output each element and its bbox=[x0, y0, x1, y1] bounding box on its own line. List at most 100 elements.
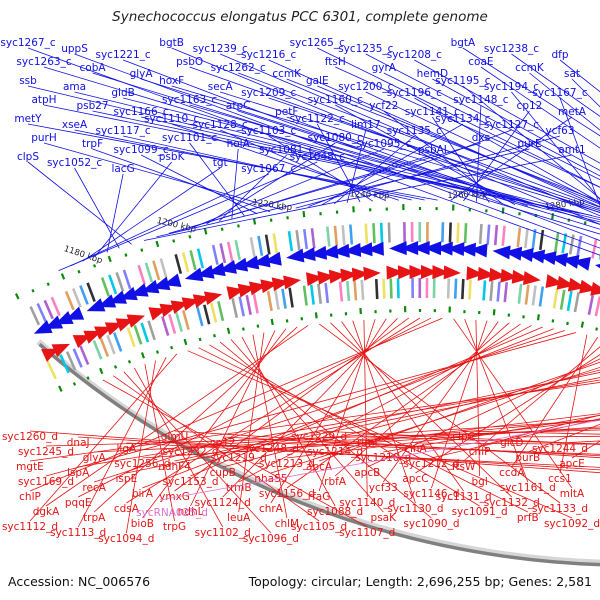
gene-leader-line bbox=[222, 369, 600, 468]
gene-leader-line bbox=[171, 123, 399, 201]
feature-block bbox=[168, 314, 177, 334]
gene-leader-line bbox=[365, 53, 600, 177]
forward-gene-arrow bbox=[308, 245, 328, 260]
gene-label: syc1128_c bbox=[193, 119, 248, 131]
gene-label: syc1127_c bbox=[484, 119, 539, 131]
gene-leader-line bbox=[218, 154, 288, 222]
gene-label: syc1194_c bbox=[484, 81, 539, 93]
feature-block bbox=[463, 223, 468, 244]
gene-label: syc1153_d bbox=[162, 476, 218, 488]
gene-label: dgkA bbox=[33, 506, 60, 518]
forward-gene-arrow bbox=[503, 246, 523, 261]
reverse-gene-arrow bbox=[590, 281, 600, 296]
gene-leader-line bbox=[134, 367, 224, 528]
gene-label: syc1052_c bbox=[47, 157, 102, 169]
gene-leader-line bbox=[45, 325, 309, 507]
gene-label: trpF bbox=[82, 138, 103, 150]
ruler-tick-inner bbox=[114, 365, 118, 369]
feature-block bbox=[324, 282, 330, 304]
gene-leader-line bbox=[92, 148, 271, 213]
reverse-gene-arrow bbox=[466, 266, 484, 281]
gene-leader-line bbox=[319, 323, 561, 504]
gene-leader-line bbox=[29, 353, 178, 522]
gene-label: holA bbox=[227, 138, 251, 150]
gene-leader-line bbox=[462, 47, 600, 137]
feature-block bbox=[326, 226, 331, 247]
gene-label: hemD bbox=[417, 68, 448, 80]
feature-block bbox=[310, 228, 316, 249]
gene-leader-line bbox=[27, 47, 600, 256]
feature-block bbox=[106, 334, 116, 355]
forward-gene-arrow bbox=[594, 264, 600, 269]
gene-label: gyrA bbox=[372, 62, 397, 74]
gene-label: syc1099_c bbox=[113, 144, 168, 156]
ruler-tick-inner bbox=[127, 359, 132, 364]
feature-block bbox=[181, 310, 190, 330]
gene-leader-line bbox=[142, 328, 554, 489]
feature-block bbox=[189, 250, 197, 271]
map-title: Synechococcus elongatus PCC 6301, comple… bbox=[112, 9, 488, 25]
forward-gene-arrow bbox=[389, 241, 407, 256]
feature-block bbox=[531, 285, 537, 306]
gene-label: apcC bbox=[402, 473, 428, 485]
feature-block bbox=[591, 238, 598, 259]
ruler-tick-inner bbox=[270, 318, 274, 326]
ruler-tick-outer bbox=[188, 235, 192, 239]
gene-leader-line bbox=[431, 418, 600, 459]
forward-gene-arrow bbox=[549, 253, 569, 267]
gene-label: chlP bbox=[469, 446, 491, 458]
reverse-gene-arrow bbox=[409, 265, 427, 280]
reverse-gene-arrow bbox=[511, 269, 530, 284]
forward-gene-arrow bbox=[65, 306, 85, 320]
gene-label: syc1245_d bbox=[18, 446, 74, 458]
gene-label: rbfA bbox=[324, 476, 347, 488]
gene-label: ycf63 bbox=[545, 125, 574, 137]
gene-label: secA bbox=[208, 81, 234, 93]
gene-label: bgtA bbox=[451, 37, 476, 49]
gene-label: recA bbox=[82, 482, 106, 494]
feature-block bbox=[231, 297, 239, 318]
gene-label: glcD bbox=[500, 437, 523, 449]
ruler-tick-outer bbox=[14, 293, 20, 300]
gene-leader-line bbox=[27, 123, 438, 201]
forward-gene-arrow bbox=[400, 241, 419, 256]
ruler-tick-inner bbox=[72, 382, 77, 386]
forward-gene-arrow bbox=[263, 251, 282, 266]
gene-label: chlM bbox=[275, 518, 299, 530]
feature-block bbox=[249, 237, 256, 258]
gene-label: gidB bbox=[111, 87, 134, 99]
gene-label: syc1148_c bbox=[453, 94, 508, 106]
gene-leader-line bbox=[238, 419, 600, 453]
gene-leader-line bbox=[334, 322, 510, 477]
feature-block bbox=[338, 281, 344, 302]
gene-leader-line bbox=[529, 72, 600, 131]
feature-block bbox=[561, 233, 568, 254]
feature-block bbox=[456, 222, 460, 243]
gene-leader-line bbox=[316, 123, 361, 203]
gene-leader-line bbox=[382, 321, 499, 483]
gene-leader-line bbox=[29, 317, 443, 492]
forward-gene-arrow bbox=[286, 248, 305, 263]
feature-block bbox=[448, 222, 452, 243]
gene-label: syc1132_d bbox=[484, 497, 540, 509]
gene-leader-line bbox=[431, 320, 488, 489]
gene-leader-line bbox=[270, 442, 600, 455]
gene-leader-line bbox=[238, 110, 541, 209]
feature-block bbox=[133, 324, 143, 345]
feature-block bbox=[272, 233, 279, 254]
gene-label: bgl bbox=[472, 476, 488, 488]
gene-leader-line bbox=[187, 350, 573, 519]
gene-leader-line bbox=[220, 53, 600, 217]
reverse-gene-arrow bbox=[522, 271, 541, 286]
feature-block bbox=[238, 296, 245, 317]
feature-block bbox=[573, 292, 580, 313]
gene-leader-line bbox=[126, 377, 600, 474]
gene-label: syc1221_c bbox=[95, 49, 150, 61]
gene-leader-line bbox=[367, 358, 600, 468]
feature-block bbox=[553, 232, 560, 253]
gene-leader-line bbox=[286, 323, 521, 489]
gene-label: syc1102_d bbox=[195, 527, 251, 539]
gene-label: dfp bbox=[551, 49, 568, 61]
gene-leader-line bbox=[141, 116, 567, 212]
feature-block bbox=[50, 296, 61, 317]
